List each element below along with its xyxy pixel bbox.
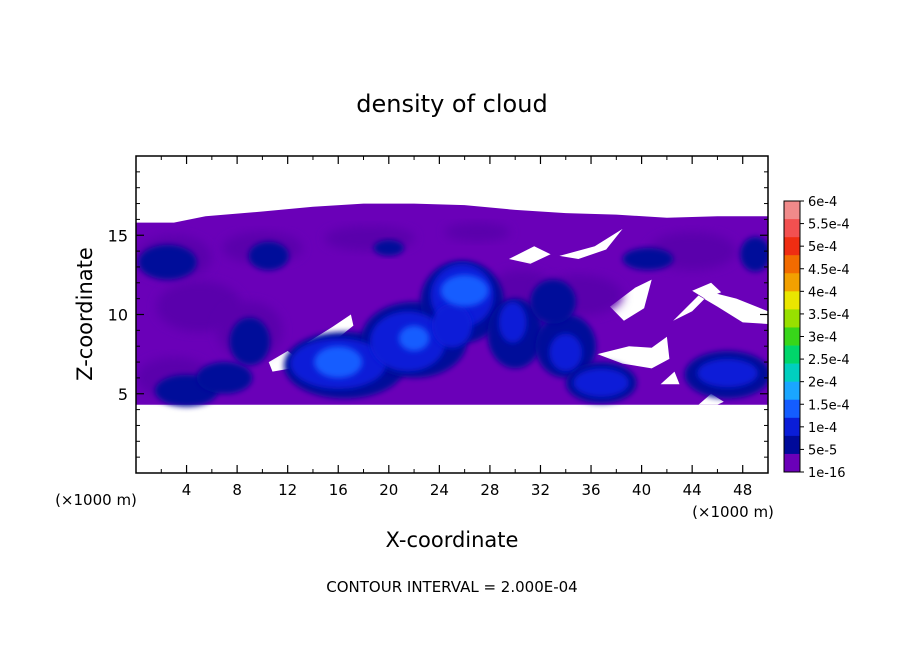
y-axis: 5 10 15 [108, 171, 768, 458]
x-unit-label-right: (×1000 m) [692, 503, 774, 521]
colorbar-swatch [784, 363, 800, 382]
x-unit-label-left: (×1000 m) [55, 491, 137, 509]
colorbar-label: 3.5e-4 [808, 308, 850, 323]
density-core-level-5e-5 [622, 247, 674, 271]
colorbar-swatch [784, 399, 800, 419]
density-core-level-1e-4 [431, 303, 473, 348]
clear-gap [559, 228, 623, 259]
x-tick-label: 20 [379, 481, 398, 499]
colorbar-swatch [784, 435, 800, 455]
colorbar-label: 3e-4 [808, 331, 837, 346]
x-tick-label: 8 [232, 481, 242, 499]
colorbar-label: 5e-4 [808, 240, 837, 255]
density-core-level-5e-5 [530, 279, 576, 324]
clear-gap [673, 292, 768, 324]
chart-title: density of cloud [356, 90, 547, 118]
colorbar-swatch [784, 237, 800, 256]
density-core-level-1e-4 [549, 333, 583, 372]
colorbar-label: 2e-4 [808, 376, 837, 391]
colorbar-swatch [784, 345, 800, 364]
density-peak-level-1.5e-4 [314, 346, 363, 378]
density-core-level-5e-5 [373, 240, 404, 256]
colorbar-label: 1e-4 [808, 421, 837, 436]
clear-gap [508, 246, 551, 264]
colorbar-swatch [784, 291, 800, 310]
x-tick-label: 28 [480, 481, 499, 499]
x-tick-label: 40 [632, 481, 651, 499]
density-core-level-1e-4 [697, 358, 758, 388]
density-core-level-5e-5 [138, 244, 197, 280]
density-field [136, 203, 768, 407]
x-axis-title: X-coordinate [386, 528, 519, 552]
x-tick-label: 36 [581, 481, 600, 499]
x-tick-label: 12 [278, 481, 297, 499]
density-core-level-1e-4 [573, 368, 629, 398]
colorbar-swatch [784, 417, 800, 437]
x-tick-label: 24 [430, 481, 449, 499]
colorbar-label: 5.5e-4 [808, 218, 850, 233]
density-core-level-5e-5 [248, 241, 289, 271]
colorbar-swatch [784, 255, 800, 274]
plot-area [136, 156, 768, 473]
colorbar-label: 1.5e-4 [808, 398, 850, 413]
colorbar-swatch [784, 327, 800, 346]
density-core-level-5e-5 [740, 236, 768, 272]
colorbar-label: 2.5e-4 [808, 353, 850, 368]
y-tick-label: 15 [108, 226, 128, 245]
x-tick-label: 32 [531, 481, 550, 499]
clear-gap [692, 282, 722, 299]
clear-gap [660, 371, 680, 385]
density-core-level-1e-4 [498, 301, 527, 343]
density-peak-level-1.5e-4 [398, 325, 430, 351]
x-tick-label: 4 [182, 481, 192, 499]
x-tick-label: 44 [683, 481, 702, 499]
x-tick-label: 48 [733, 481, 752, 499]
clear-gap [610, 279, 652, 321]
clear-gap [597, 336, 670, 369]
colorbar-label: 4e-4 [808, 285, 837, 300]
colorbar-swatch [784, 309, 800, 328]
colorbar-label: 6e-4 [808, 195, 837, 210]
x-axis: 4 8 12 16 20 24 28 32 36 40 44 48 [160, 156, 752, 499]
colorbar-label: 5e-5 [808, 443, 837, 458]
colorbar-swatch [784, 201, 800, 220]
contour-interval-note: CONTOUR INTERVAL = 2.000E-04 [326, 578, 577, 596]
colorbar-swatch [784, 453, 800, 473]
y-tick-label: 5 [118, 385, 128, 404]
colorbar-swatch [784, 273, 800, 292]
colorbar-swatch [784, 381, 800, 401]
density-mottle [444, 222, 511, 242]
colorbar-label: 4.5e-4 [808, 263, 850, 278]
clear-gap [698, 393, 724, 405]
y-tick-label: 10 [108, 306, 128, 325]
y-axis-title: Z-coordinate [73, 247, 97, 381]
density-core-level-5e-5 [229, 317, 270, 366]
colorbar: 6e-4 5.5e-4 5e-4 4.5e-4 4e-4 3.5e-4 3e-4 2.5e-4… [783, 195, 850, 481]
density-peak-level-1.5e-4 [440, 274, 489, 307]
x-tick-label: 16 [329, 481, 348, 499]
density-core-level-5e-5 [196, 362, 253, 394]
colorbar-swatch [784, 219, 800, 238]
colorbar-label: 1e-16 [808, 466, 846, 481]
